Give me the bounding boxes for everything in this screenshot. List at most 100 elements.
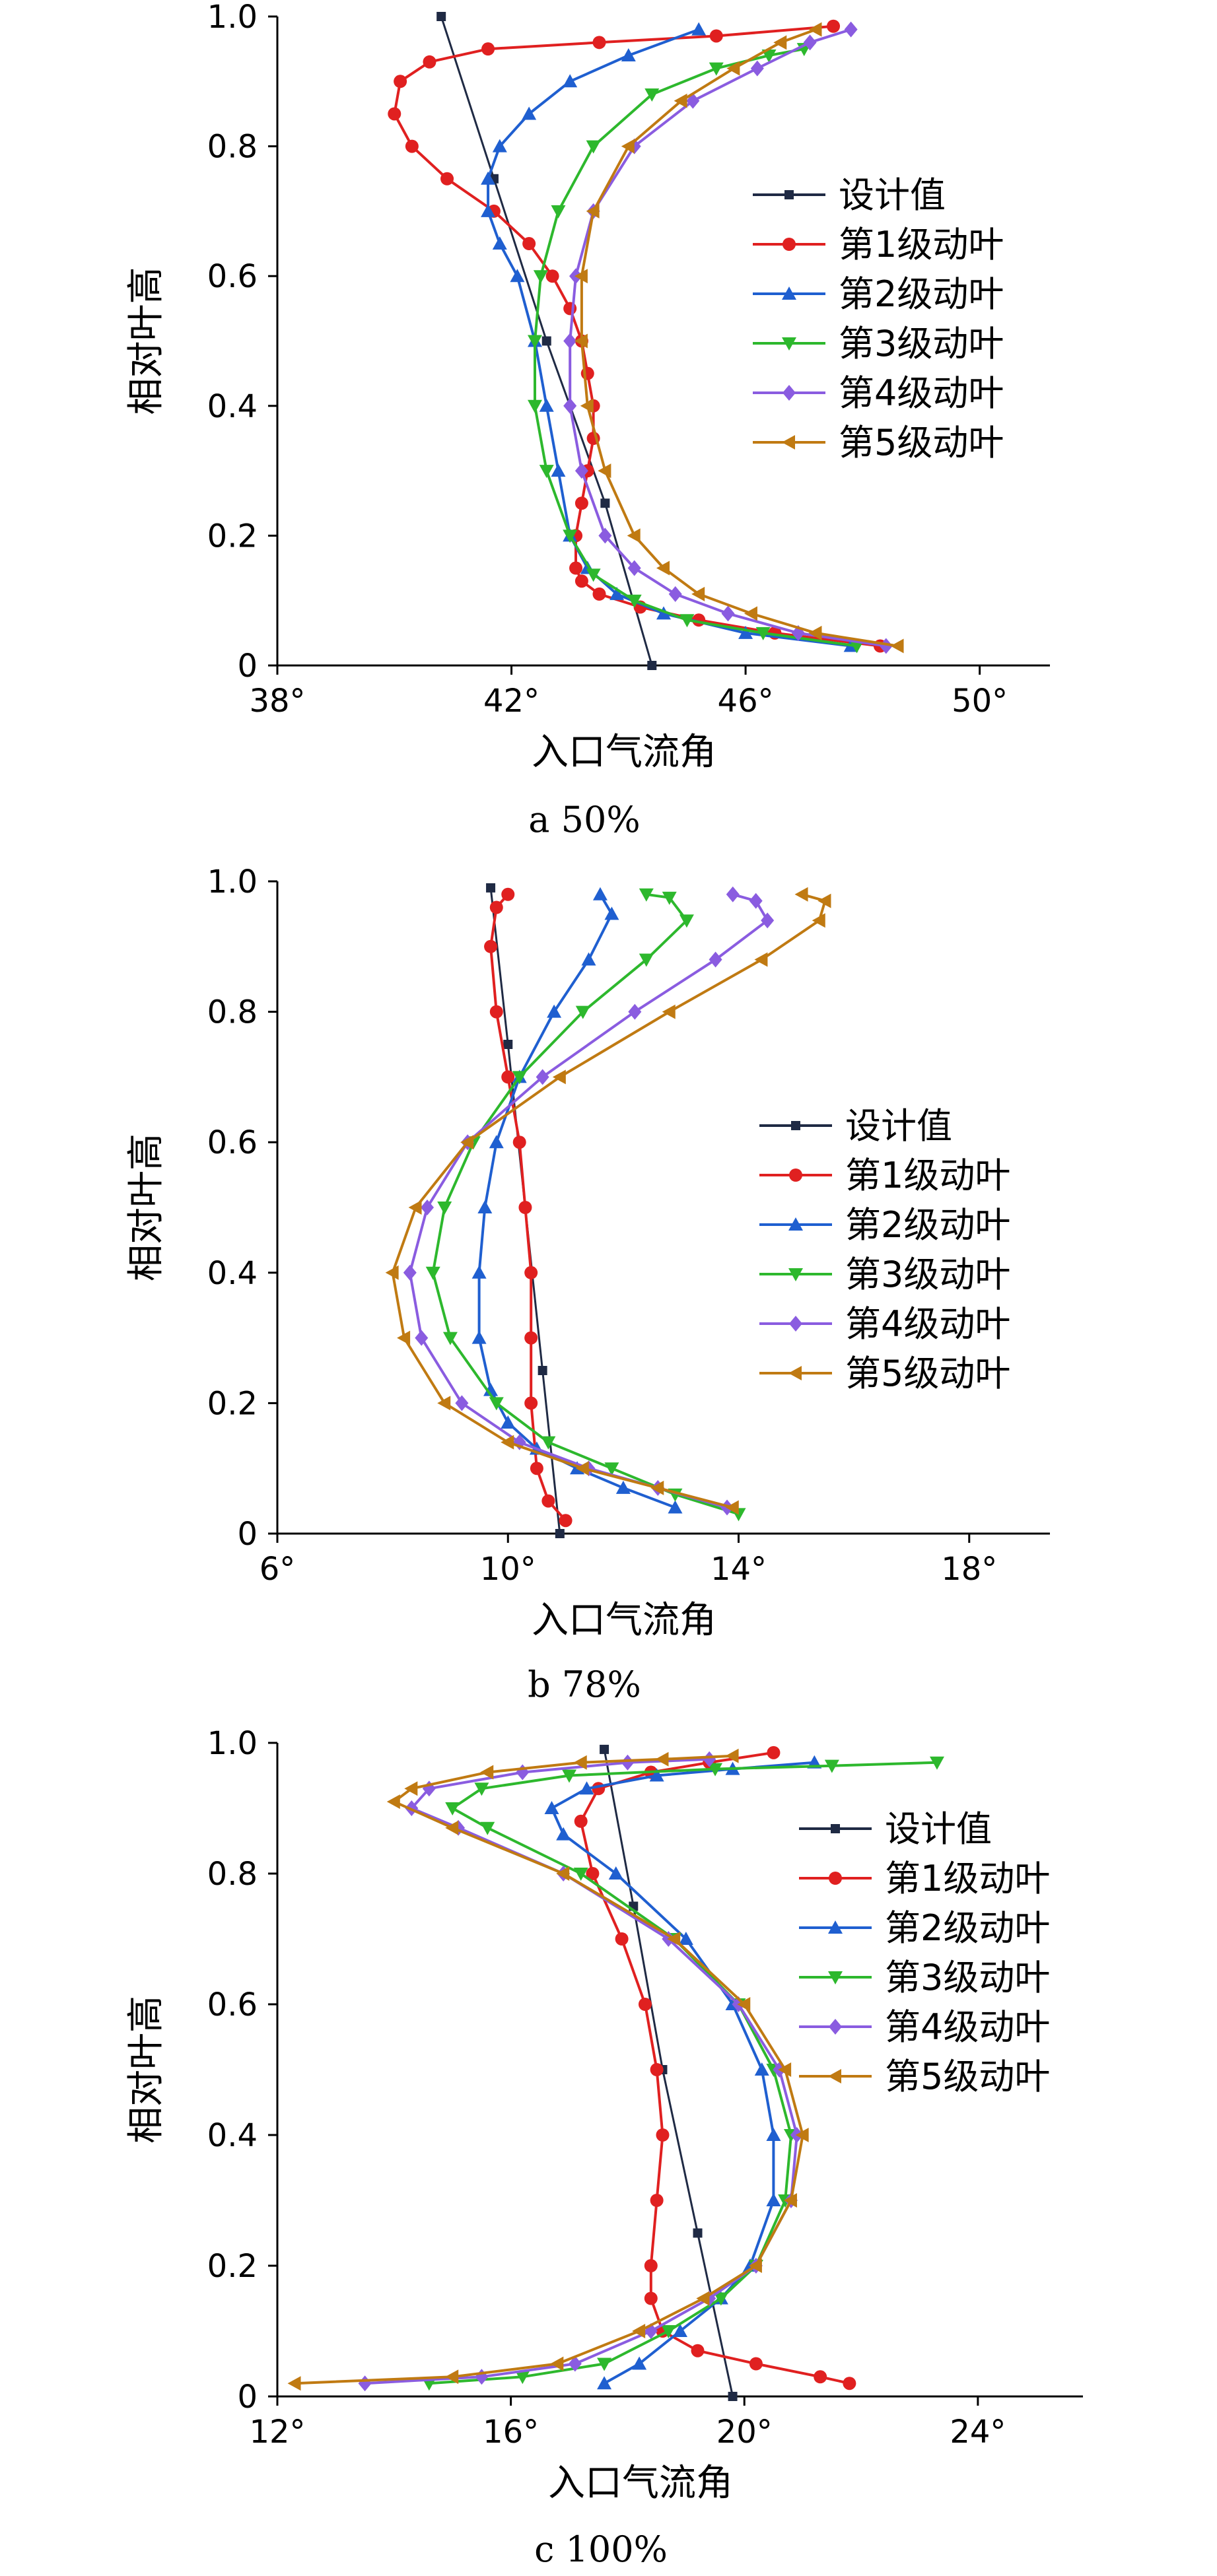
data-point	[394, 75, 407, 88]
data-point	[721, 605, 735, 622]
y-tick-label: 0.4	[207, 388, 258, 425]
x-tick-label: 12°	[249, 2414, 305, 2451]
series-line	[580, 28, 898, 648]
data-point	[650, 1480, 664, 1495]
legend-marker	[828, 2069, 841, 2084]
data-point	[703, 1751, 716, 1767]
legend-label: 第3级动叶	[845, 1254, 1010, 1295]
data-point	[563, 397, 577, 414]
data-point	[404, 1781, 418, 1796]
data-point	[586, 568, 601, 582]
data-point	[803, 34, 817, 51]
data-point	[437, 1202, 452, 1215]
series-line	[534, 48, 857, 648]
series-3	[528, 43, 864, 654]
series-5	[287, 1748, 809, 2391]
data-point	[709, 62, 724, 76]
data-point	[728, 2392, 738, 2401]
data-point	[592, 887, 608, 900]
chart-panel-1: 0 0.2 0.4 0.6 0.8 1.0 6° 10° 14° 18° 入口气流角 相对叶高 设计值第…	[125, 864, 1050, 1705]
data-point	[879, 638, 893, 654]
data-point	[749, 893, 763, 909]
data-point	[808, 22, 822, 37]
legend-marker	[828, 1920, 843, 1934]
y-tick-label: 0.4	[207, 2117, 258, 2154]
data-point	[725, 1500, 739, 1515]
legend-label: 第2级动叶	[839, 273, 1004, 315]
data-point	[679, 614, 695, 628]
y-tick-label: 0.2	[207, 1385, 258, 1422]
data-point	[442, 1332, 458, 1345]
data-point	[477, 1200, 493, 1213]
legend-marker	[828, 1971, 843, 1984]
data-point	[783, 2193, 797, 2208]
data-point	[639, 888, 654, 902]
data-point	[713, 2292, 728, 2306]
legend-label: 设计值	[845, 1105, 952, 1147]
data-point	[425, 1266, 440, 1280]
data-point	[544, 1801, 559, 1814]
data-point	[673, 2324, 687, 2337]
data-point	[512, 1071, 527, 1085]
x-axis-label: 入口气流角	[532, 731, 716, 774]
data-point	[812, 913, 825, 928]
data-point	[738, 625, 753, 639]
legend-label: 第3级动叶	[839, 323, 1004, 364]
data-point	[489, 900, 503, 914]
data-point	[551, 463, 566, 477]
data-point	[600, 498, 610, 508]
data-point	[480, 1821, 495, 1835]
data-point	[386, 1794, 400, 1810]
data-point	[678, 1932, 693, 1945]
legend-marker	[782, 287, 796, 300]
data-point	[538, 1366, 547, 1375]
data-point	[609, 586, 625, 600]
data-point	[691, 22, 707, 36]
data-point	[574, 463, 588, 479]
data-point	[597, 2376, 612, 2390]
x-tick-label: 18°	[941, 1551, 997, 1588]
data-point	[725, 1748, 739, 1763]
series-5	[385, 887, 831, 1515]
data-point	[530, 1462, 543, 1475]
data-point	[481, 42, 495, 56]
data-point	[533, 270, 548, 284]
legend-marker	[782, 385, 796, 401]
data-point	[518, 1201, 532, 1214]
data-point	[579, 1781, 594, 1795]
data-point	[492, 139, 507, 153]
data-point	[744, 606, 757, 621]
data-point	[755, 627, 771, 640]
y-tick-label: 0.2	[207, 2248, 258, 2285]
x-tick-label: 38°	[249, 683, 305, 720]
legend-label: 第2级动叶	[885, 1907, 1050, 1949]
data-point	[541, 336, 551, 346]
data-point	[655, 1751, 669, 1767]
y-axis-label: 相对叶高	[125, 267, 168, 415]
data-point	[581, 952, 596, 966]
data-point	[586, 140, 601, 154]
legend-marker	[788, 1366, 802, 1380]
data-point	[551, 205, 566, 219]
data-point	[501, 1070, 515, 1084]
data-point	[656, 2128, 670, 2142]
chart-panel-2: 0 0.2 0.4 0.6 0.8 1.0 12° 16° 20° 24° 入口气流角 相对叶高 设计值…	[125, 1725, 1083, 2570]
data-point	[563, 529, 578, 543]
legend-label: 第1级动叶	[839, 224, 1004, 265]
data-point	[460, 1135, 474, 1150]
data-point	[709, 951, 722, 968]
data-point	[574, 496, 588, 510]
y-tick-label: 0.6	[207, 1986, 258, 2023]
data-point	[656, 606, 671, 620]
data-point	[650, 2063, 664, 2076]
data-point	[480, 1765, 494, 1780]
data-point	[667, 1932, 681, 1946]
data-point	[761, 912, 775, 929]
data-point	[555, 1529, 565, 1538]
series-0	[436, 12, 657, 670]
y-tick-label: 0.8	[207, 994, 258, 1031]
data-point	[644, 2291, 658, 2305]
data-point	[574, 574, 588, 588]
data-point	[661, 2325, 676, 2338]
